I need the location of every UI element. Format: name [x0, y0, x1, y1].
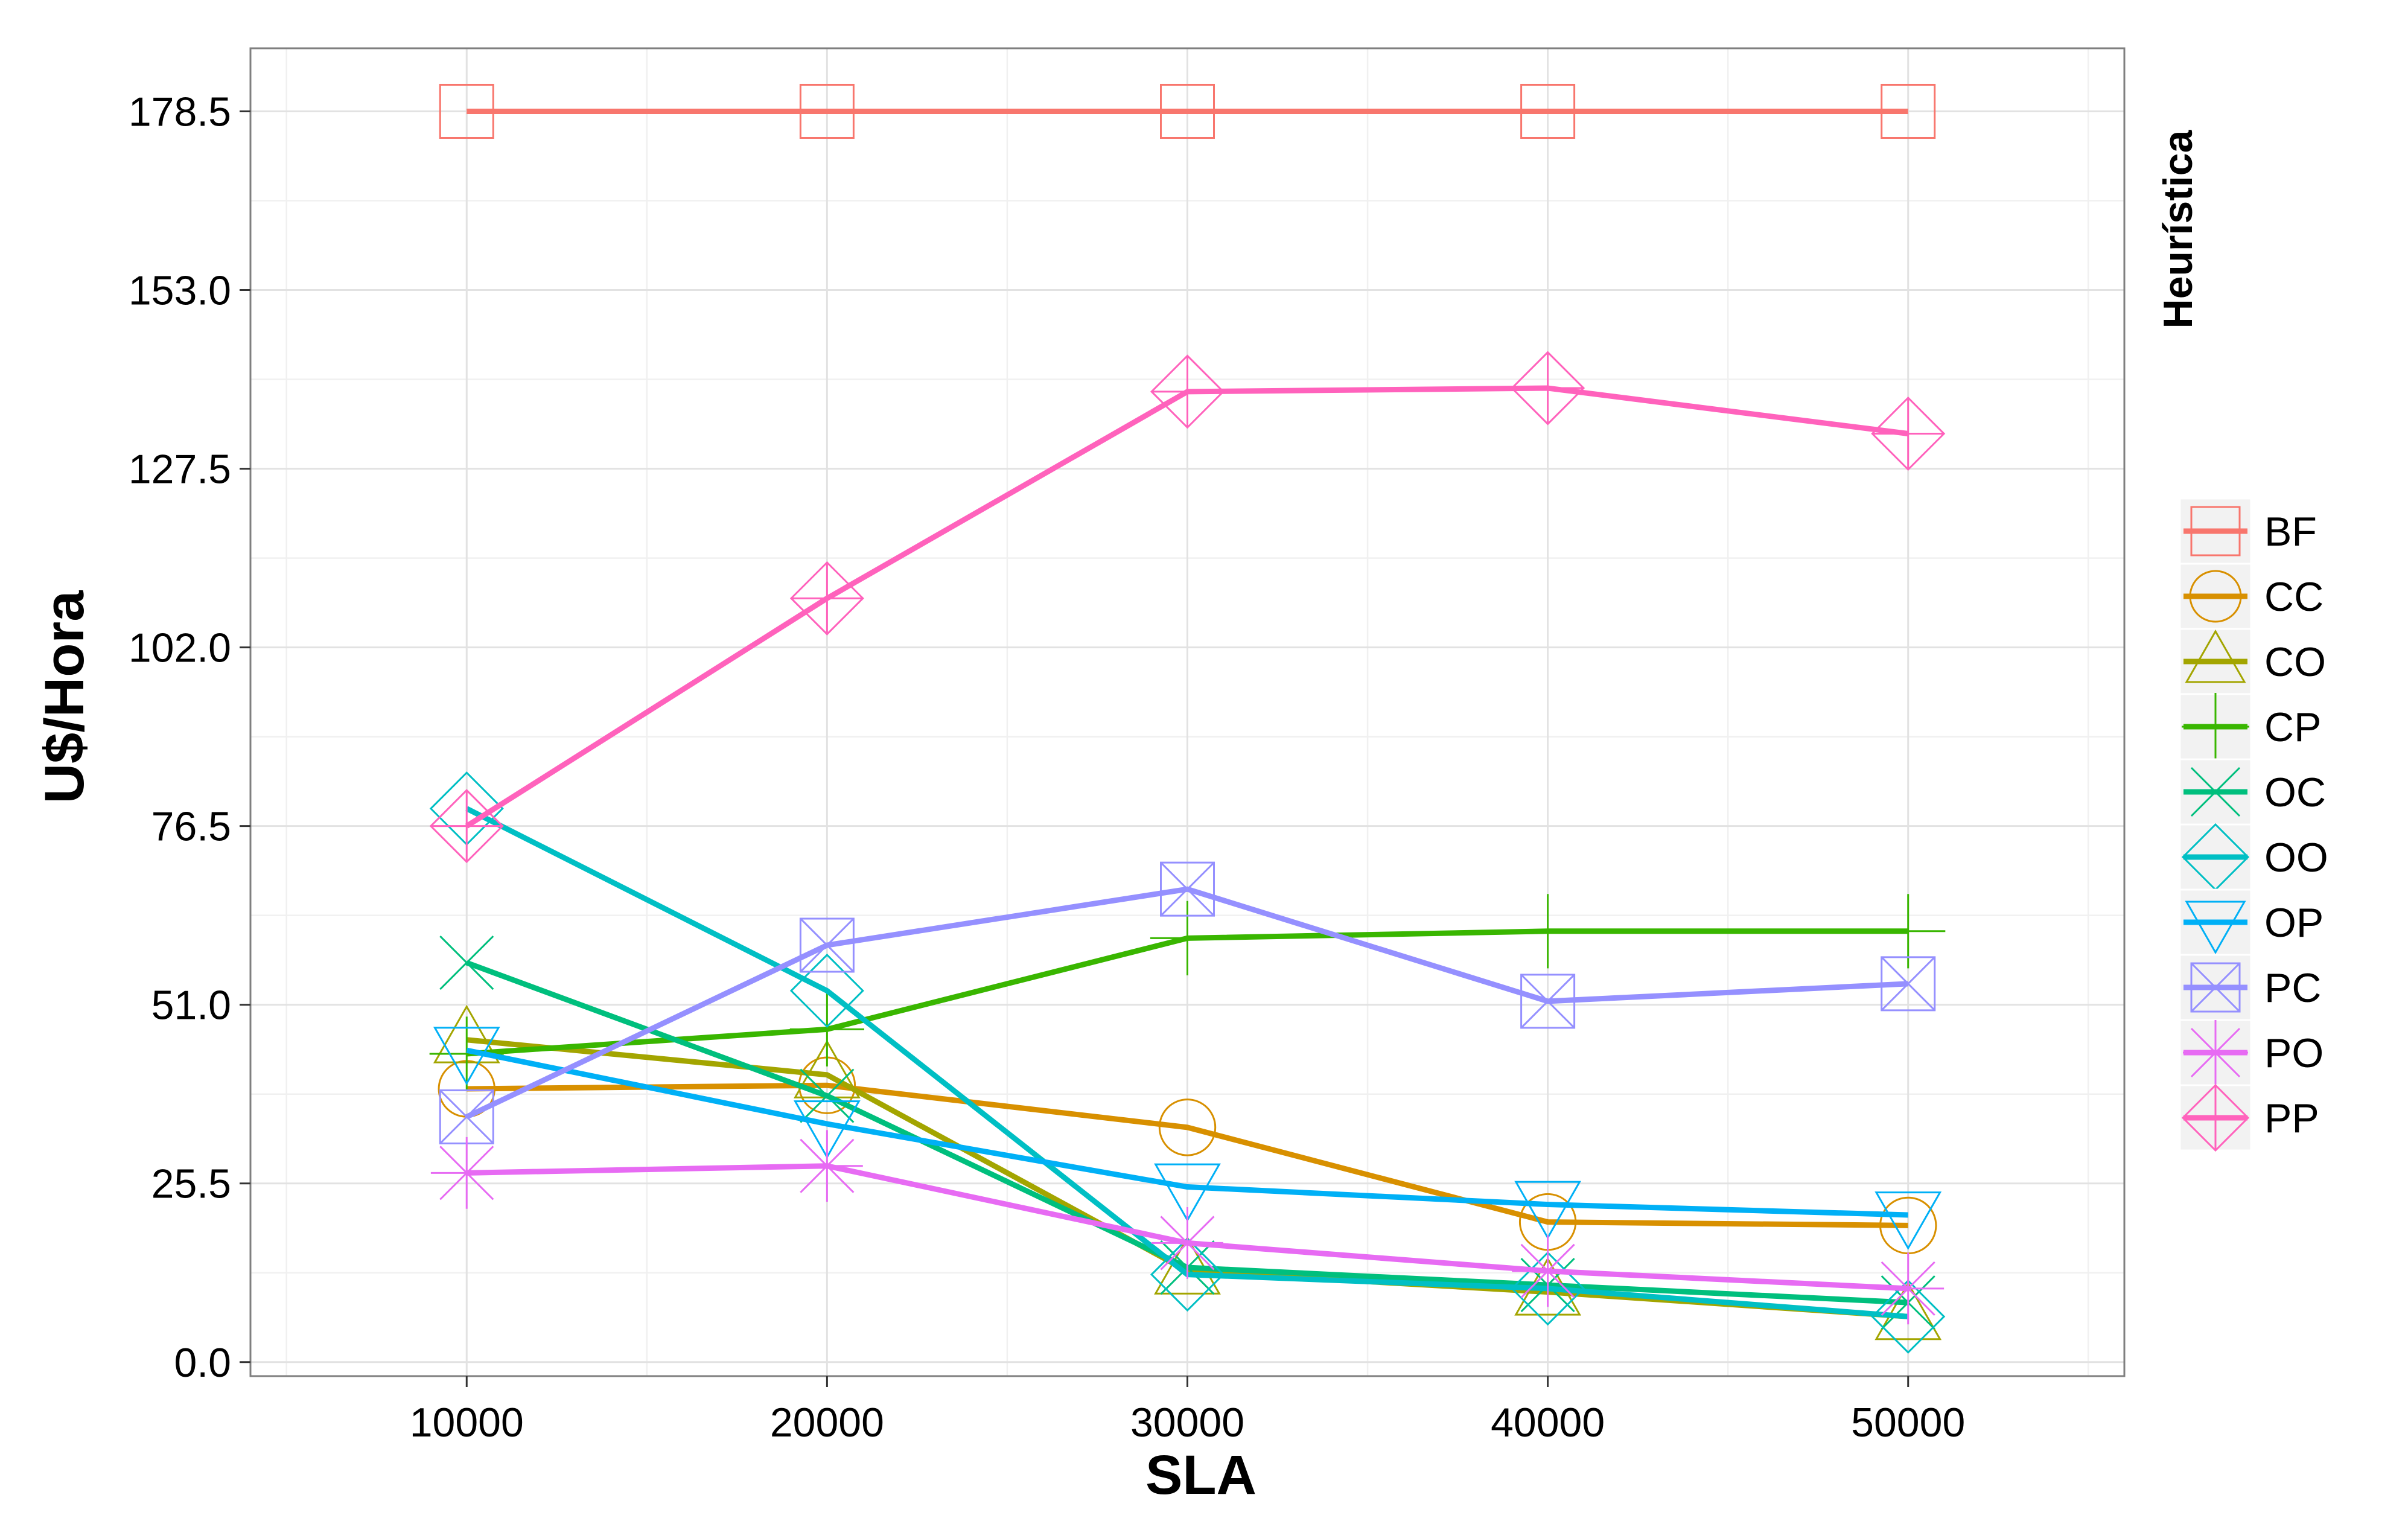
- data-point-pp: [1150, 354, 1225, 429]
- data-point-oc: [439, 935, 494, 990]
- data-point-op: [433, 1027, 500, 1086]
- legend-item-po: PO: [2179, 1019, 2324, 1086]
- x-tick-label: 30000: [1130, 1400, 1244, 1446]
- series-op: [433, 1027, 1942, 1251]
- legend-marker-oc: [2190, 767, 2241, 817]
- series-pp: [429, 351, 1946, 864]
- y-axis: 0.0 25.5 51.0 76.5 102.0 127.5 153.0 178.5: [129, 89, 250, 1386]
- legend-marker-pp: [2181, 1083, 2250, 1152]
- y-axis-title: U$/Hora: [34, 590, 95, 804]
- data-point-oo: [789, 953, 864, 1028]
- legend: BF CC CO CP OC OO OP PC PO PP: [2179, 497, 2328, 1152]
- legend-marker-bf: [2190, 506, 2241, 556]
- legend-item-oo: OO: [2179, 823, 2328, 891]
- y-tick-label: 102.0: [129, 625, 231, 671]
- y-tick-label: 127.5: [129, 447, 231, 493]
- data-point-oc: [800, 1068, 855, 1123]
- legend-label: OC: [2264, 770, 2326, 815]
- legend-label: CO: [2264, 639, 2326, 685]
- data-point-po: [791, 1130, 863, 1202]
- x-tick-label: 10000: [410, 1400, 524, 1446]
- x-tick-label: 20000: [770, 1400, 884, 1446]
- series-line-op: [466, 1047, 1908, 1218]
- y-tick-label: 76.5: [151, 804, 231, 850]
- data-point-cp: [1150, 901, 1225, 976]
- legend-label: BF: [2264, 509, 2317, 555]
- data-point-bf: [799, 83, 855, 139]
- legend-title: Heurística: [2155, 129, 2201, 328]
- y-tick-label: 51.0: [151, 983, 231, 1028]
- x-axis-title: SLA: [1145, 1444, 1257, 1506]
- data-point-cc: [1158, 1098, 1217, 1156]
- data-point-po: [1151, 1207, 1223, 1279]
- legend-label: CC: [2264, 574, 2324, 620]
- data-point-op: [1874, 1191, 1942, 1251]
- data-point-pc: [1160, 861, 1215, 917]
- legend-marker-po: [2183, 1020, 2248, 1085]
- legend-item-pp: PP: [2179, 1083, 2319, 1152]
- data-point-op: [793, 1100, 861, 1159]
- data-point-pp: [1871, 397, 1946, 471]
- legend-label: CP: [2264, 704, 2321, 750]
- data-point-po: [430, 1137, 503, 1209]
- data-point-op: [1154, 1163, 1221, 1222]
- y-tick-label: 25.5: [151, 1161, 231, 1207]
- data-point-bf: [439, 83, 494, 139]
- legend-item-pc: PC: [2179, 954, 2321, 1021]
- data-point-bf: [1160, 83, 1215, 139]
- data-point-pc: [799, 917, 855, 973]
- legend-marker-cc: [2189, 570, 2242, 623]
- data-point-pc: [1881, 956, 1936, 1012]
- legend-label: OO: [2264, 835, 2328, 881]
- x-axis: 10000 20000 30000 40000 50000: [410, 1376, 1965, 1446]
- legend-item-oc: OC: [2179, 758, 2326, 826]
- legend-label: OP: [2264, 900, 2324, 946]
- data-point-co: [1874, 1281, 1942, 1341]
- legend-item-op: OP: [2179, 888, 2324, 956]
- data-point-po: [1512, 1235, 1584, 1307]
- data-point-pp: [1511, 351, 1585, 426]
- legend-marker-cp: [2182, 693, 2249, 760]
- series-line-cc: [467, 1082, 1908, 1228]
- y-tick-label: 178.5: [129, 89, 231, 135]
- series-bf: [439, 83, 1936, 139]
- series-layer: [429, 83, 1946, 1354]
- legend-marker-pc: [2190, 962, 2241, 1013]
- data-point-pc: [439, 1089, 494, 1144]
- data-point-bf: [1881, 83, 1936, 139]
- y-tick-label: 0.0: [174, 1340, 231, 1386]
- data-point-oo: [1150, 1237, 1225, 1312]
- y-tick-label: 153.0: [129, 268, 231, 314]
- data-point-po: [1872, 1252, 1945, 1325]
- series-po: [430, 1130, 1945, 1325]
- series-pc: [439, 861, 1936, 1144]
- legend-label: PC: [2264, 965, 2321, 1011]
- x-tick-label: 50000: [1851, 1400, 1965, 1446]
- data-point-oo: [1511, 1251, 1585, 1326]
- legend-marker-op: [2185, 901, 2246, 955]
- data-point-cp: [1511, 894, 1585, 969]
- data-point-op: [1514, 1181, 1582, 1240]
- data-point-oo: [1871, 1279, 1946, 1354]
- plot-panel: [249, 47, 2126, 1377]
- legend-label: PO: [2264, 1030, 2324, 1076]
- data-point-cp: [1871, 894, 1946, 969]
- x-tick-label: 40000: [1491, 1400, 1605, 1446]
- data-point-pp: [429, 789, 504, 864]
- legend-item-bf: BF: [2179, 497, 2317, 565]
- data-point-pp: [789, 561, 864, 636]
- legend-item-cc: CC: [2179, 563, 2324, 630]
- legend-marker-co: [2185, 629, 2246, 683]
- data-point-pc: [1520, 974, 1576, 1029]
- legend-label: PP: [2264, 1095, 2319, 1141]
- legend-item-cp: CP: [2179, 693, 2321, 760]
- legend-item-co: CO: [2179, 628, 2326, 695]
- data-point-bf: [1520, 83, 1576, 139]
- data-point-cp: [789, 992, 864, 1066]
